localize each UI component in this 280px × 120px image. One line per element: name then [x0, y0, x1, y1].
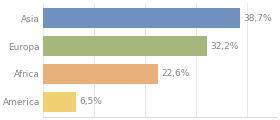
Bar — [43, 8, 240, 28]
Text: 22,6%: 22,6% — [161, 69, 190, 78]
Bar — [43, 36, 207, 56]
Bar — [43, 92, 76, 112]
Text: 6,5%: 6,5% — [79, 97, 102, 106]
Bar — [43, 64, 158, 84]
Text: 38,7%: 38,7% — [243, 14, 272, 23]
Text: 32,2%: 32,2% — [210, 42, 238, 51]
